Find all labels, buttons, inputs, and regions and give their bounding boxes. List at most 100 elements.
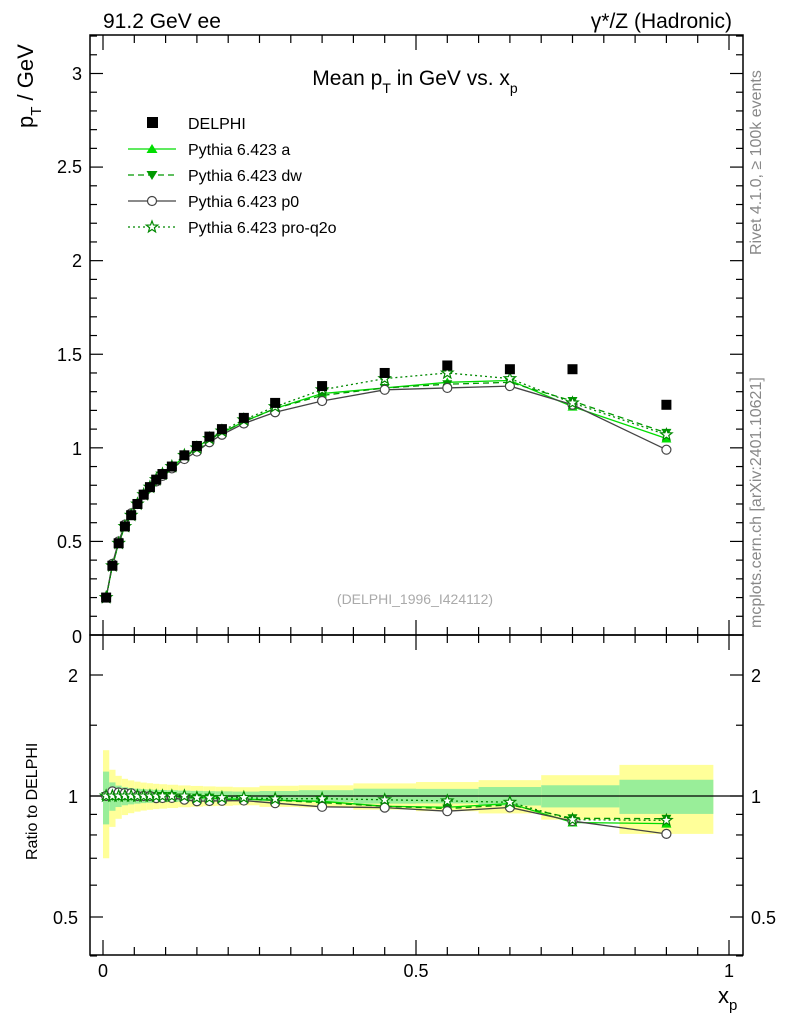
main-series-point: [659, 427, 674, 441]
x-axis-label-sub: p: [729, 997, 737, 1014]
mcplots-label: mcplots.cern.ch [arXiv:2401.10621]: [748, 377, 765, 628]
ratio-band-inner: [619, 779, 714, 814]
legend-label-delphi: DELPHI: [188, 116, 246, 133]
ratio-series-point: [177, 788, 192, 803]
ratio-y-label: Ratio to DELPHI: [24, 743, 41, 860]
data-point: [238, 412, 249, 423]
data-point: [179, 450, 190, 461]
header-left: 91.2 GeV ee: [103, 10, 221, 33]
legend-marker-a: [146, 144, 158, 153]
ratio-series-point: [659, 812, 674, 827]
x-tick-label-1: 1: [724, 961, 734, 981]
plot-title: Mean pT in GeV vs. xp: [312, 67, 518, 96]
main-series-line: [105, 381, 667, 598]
ratio-series-point: [565, 811, 580, 826]
ratio-tick-label-0-5-right: 0.5: [751, 908, 776, 928]
main-series-point: [565, 395, 580, 410]
data-point: [270, 397, 281, 408]
ratio-y-ticks: [90, 674, 743, 957]
data-point: [216, 424, 227, 435]
rivet-label: Rivet 4.1.0, ≥ 100k events: [748, 70, 765, 255]
data-point: [107, 560, 118, 571]
ratio-tick-label-0-5-left: 0.5: [53, 908, 78, 928]
legend-label-dw: Pythia 6.423 dw: [188, 168, 302, 185]
main-series-line: [105, 385, 667, 598]
main-y-ticks: [90, 35, 743, 636]
main-x-ticks: [102, 35, 730, 635]
x-tick-label-0: 0: [98, 961, 108, 981]
main-series-point: [317, 395, 328, 407]
watermark: (DELPHI_1996_I424112): [337, 591, 493, 607]
main-series-point: [661, 444, 672, 455]
data-point: [126, 510, 137, 521]
data-point: [661, 399, 672, 410]
data-point: [151, 474, 162, 485]
ratio-series-point: [189, 790, 205, 804]
ratio-series-point: [314, 790, 330, 805]
ratio-tick-label-1-left: 1: [68, 787, 78, 807]
ratio-panel: Ratio to DELPHI 2 1 0.5 2 1 0.5 0 0.5 1 …: [24, 634, 776, 1014]
ratio-series-point: [236, 789, 252, 804]
ratio-series-point: [439, 793, 455, 808]
main-series-point: [439, 365, 455, 380]
ratio-tick-label-1-right: 1: [751, 787, 761, 807]
ratio-series-point: [502, 794, 518, 809]
data-point: [138, 489, 149, 500]
main-series-point: [442, 382, 453, 394]
data-point: [442, 360, 453, 371]
x-tick-label-0-5: 0.5: [403, 961, 428, 981]
data-point: [113, 538, 124, 549]
data-point: [157, 469, 168, 480]
plot-title-a: Mean p: [312, 67, 382, 90]
y-axis-label-sub: T: [28, 107, 45, 116]
y-tick-label-3: 3: [72, 64, 82, 84]
data-point: [101, 592, 112, 603]
ratio-series-point: [164, 788, 180, 803]
ratio-x-ticks: [102, 635, 730, 955]
y-tick-label-2: 2: [72, 251, 82, 271]
plot-title-b: in GeV vs. x: [391, 67, 511, 90]
legend-label-q2o: Pythia 6.423 pro-q2o: [188, 220, 337, 237]
legend-marker-delphi: [147, 117, 158, 128]
header-right: γ*/Z (Hadronic): [591, 10, 732, 33]
main-series-point: [502, 370, 518, 385]
main-series-line: [105, 372, 667, 598]
y-axis-label-a: p: [13, 116, 38, 128]
plot-title-sub1: T: [382, 80, 391, 96]
y-tick-label-0-5: 0.5: [57, 532, 82, 552]
y-tick-label-1: 1: [72, 439, 82, 459]
data-point: [567, 364, 578, 375]
main-series-group: [98, 365, 674, 604]
data-point: [317, 381, 328, 392]
ratio-series-point: [202, 789, 217, 804]
ratio-tick-label-2-left: 2: [68, 666, 78, 686]
main-series-line: [105, 379, 667, 598]
y-tick-label-2-5: 2.5: [57, 157, 82, 177]
main-panel: Mean pT in GeV vs. xp pT / GeV (DELPHI_1…: [13, 34, 744, 647]
ratio-series-point: [214, 789, 230, 804]
y-tick-label-0: 0: [72, 627, 82, 647]
y-tick-label-1-5: 1.5: [57, 345, 82, 365]
ratio-series-point: [442, 806, 453, 817]
main-series-point: [661, 433, 672, 443]
data-point: [204, 431, 215, 442]
ratio-series-point: [661, 828, 672, 839]
legend-marker-p0: [146, 195, 158, 207]
ratio-series-group: [98, 786, 674, 839]
legend-label-p0: Pythia 6.423 p0: [188, 194, 299, 211]
ratio-series-point: [267, 791, 283, 806]
plot-title-sub2: p: [510, 80, 518, 96]
x-axis-label: xp: [718, 983, 737, 1014]
legend: DELPHI Pythia 6.423 a Pythia 6.423 dw Py…: [128, 116, 337, 237]
data-point: [132, 498, 143, 509]
data-point: [504, 364, 515, 375]
data-point: [191, 440, 202, 451]
main-series-point: [379, 384, 390, 395]
legend-marker-dw: [146, 171, 158, 180]
legend-marker-q2o: [144, 219, 160, 234]
data-point: [166, 461, 177, 472]
ratio-series-point: [317, 801, 328, 812]
data-point: [119, 521, 130, 532]
ratio-series-point: [377, 792, 393, 807]
